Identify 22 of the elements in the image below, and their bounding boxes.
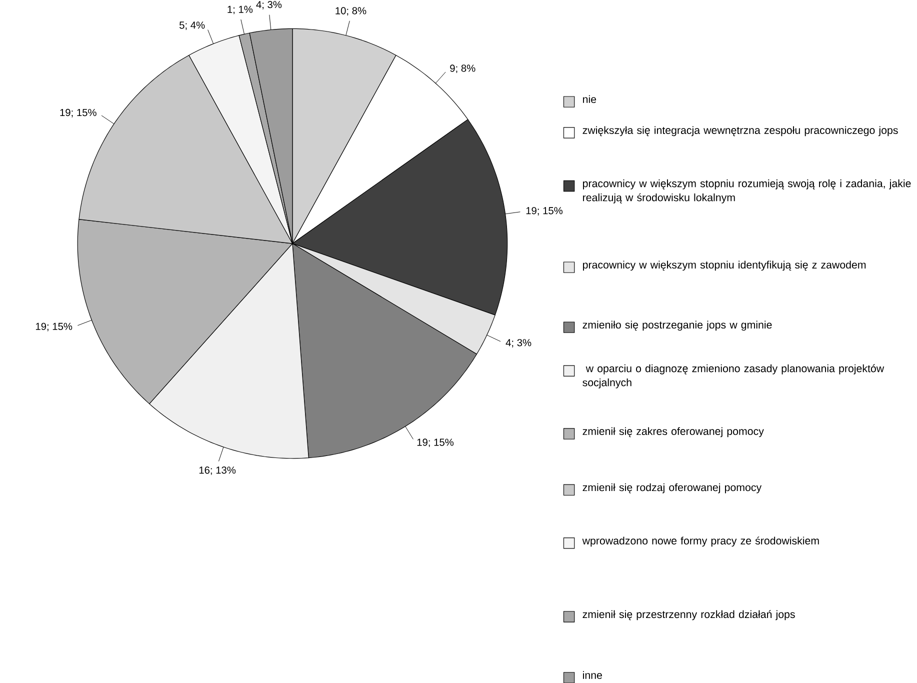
legend-label: inne [583, 670, 602, 679]
legend-label: zmienił się zakres oferowanej pomocy [582, 427, 764, 437]
data-label: 19; 15% [60, 108, 96, 118]
data-label: 9; 8% [450, 64, 476, 73]
legend-label: pracownicy w większym stopniu identyfikują się z zawodem [582, 260, 866, 271]
data-label: 1; 1% [228, 6, 253, 14]
legend-label: zmienił się przestrzenny rozkład działań jops [582, 610, 795, 620]
legend-label: w oparciu o diagnozę zmieniono zasady planowania projektów socjalnych [582, 364, 884, 388]
data-label: 5; 4% [180, 21, 205, 30]
legend-label: zmienił się rodzaj oferowanej pomocy [582, 483, 762, 494]
legend-label: nie [583, 95, 596, 103]
data-label: 19; 15% [36, 322, 72, 332]
data-label: 19; 15% [417, 438, 454, 447]
legend-label: wprowadzono nowe formy pracy ze środowiskiem [582, 536, 819, 546]
data-label: 4; 3% [506, 338, 532, 348]
legend-label: zwiększyła się integracja wewnętrzna zespołu pracowniczego jops [582, 126, 898, 136]
data-label: 10; 8% [336, 6, 366, 16]
legend-label: zmieniło się postrzeganie jops w gminie [582, 320, 772, 331]
legend-label: pracownicy w większym stopniu rozumieją swoją rolę i zadania, jakie realizują w środowisku lokalnym [582, 179, 911, 204]
data-label: 4; 3% [256, 0, 282, 10]
data-label: 16; 13% [199, 466, 236, 475]
data-label: 19; 15% [526, 206, 563, 216]
